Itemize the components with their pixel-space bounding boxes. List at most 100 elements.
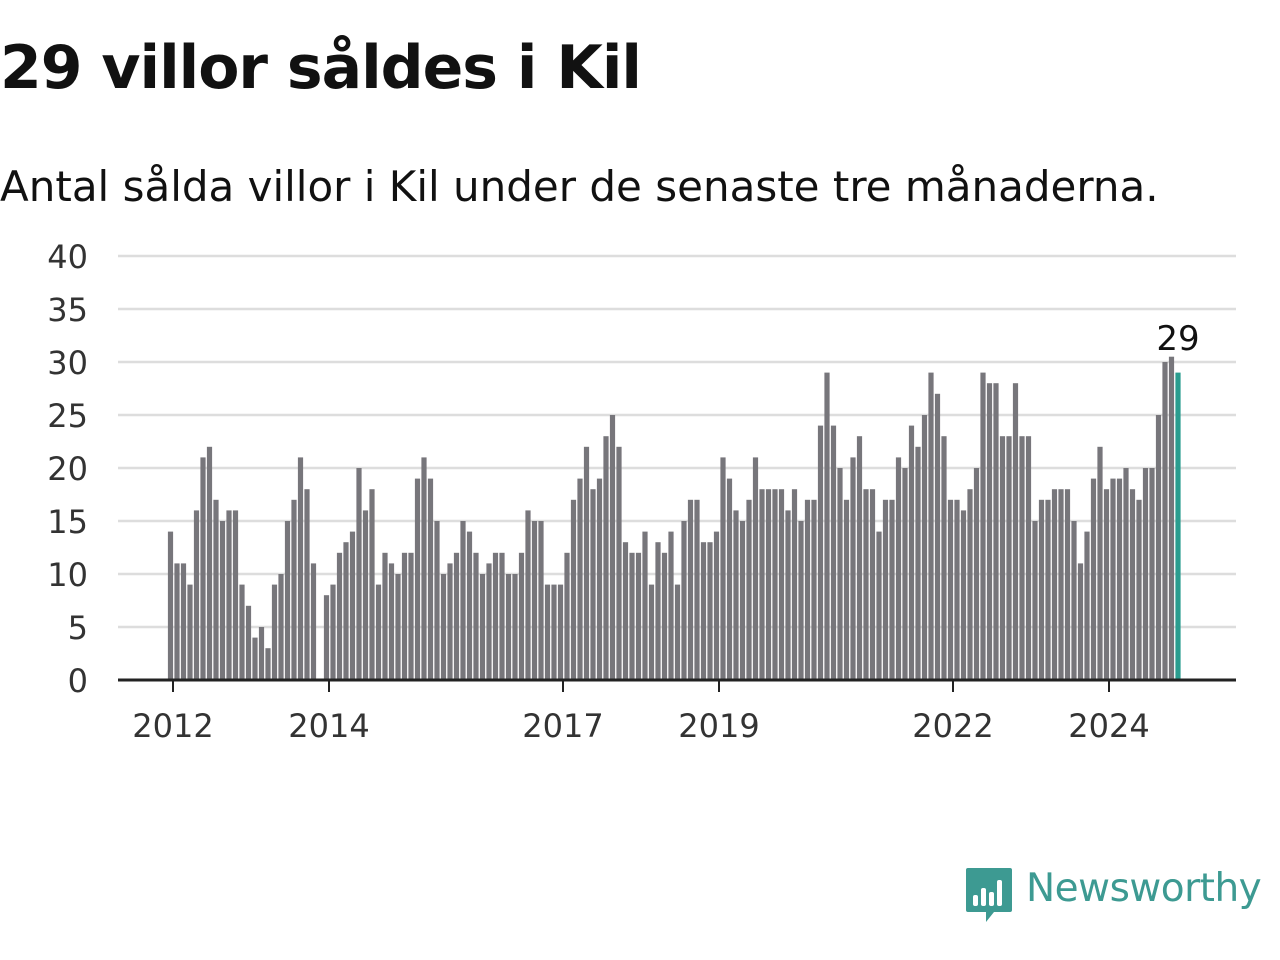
bar bbox=[323, 595, 330, 680]
bar bbox=[369, 489, 375, 680]
y-axis-ticks: 0 5 10 15 20 25 30 35 40 bbox=[47, 238, 88, 700]
bar bbox=[934, 393, 941, 680]
bar bbox=[876, 531, 882, 680]
bar bbox=[928, 372, 934, 680]
bar bbox=[1064, 489, 1071, 680]
x-tick-label: 2014 bbox=[288, 707, 369, 745]
bar bbox=[252, 637, 258, 680]
bar bbox=[1006, 436, 1012, 680]
bar bbox=[473, 552, 479, 680]
bar bbox=[889, 499, 895, 680]
bar bbox=[1116, 478, 1123, 680]
bar bbox=[499, 552, 505, 680]
bar bbox=[245, 605, 252, 680]
bar bbox=[694, 499, 700, 680]
bar bbox=[1155, 415, 1162, 680]
bar bbox=[187, 584, 193, 680]
bar bbox=[843, 499, 850, 680]
bar bbox=[278, 574, 284, 680]
bar bbox=[382, 552, 388, 680]
bar bbox=[902, 468, 908, 680]
bar bbox=[388, 563, 395, 680]
data-labels: 29 bbox=[1156, 319, 1199, 359]
y-tick-label: 40 bbox=[47, 238, 88, 276]
bar bbox=[681, 521, 687, 680]
bar bbox=[980, 372, 986, 680]
bar bbox=[1084, 531, 1090, 680]
bar bbox=[421, 457, 427, 680]
bar bbox=[1097, 446, 1103, 680]
y-tick-label: 25 bbox=[47, 397, 88, 435]
bar bbox=[817, 425, 824, 680]
bar bbox=[447, 563, 453, 680]
bar bbox=[206, 446, 213, 680]
bar bbox=[954, 499, 960, 680]
bar bbox=[1038, 499, 1045, 680]
bar bbox=[310, 563, 317, 680]
bar bbox=[395, 574, 401, 680]
bar bbox=[759, 489, 765, 680]
bar bbox=[466, 531, 473, 680]
bar bbox=[1071, 521, 1077, 680]
bar bbox=[180, 563, 187, 680]
bar bbox=[297, 457, 304, 680]
bar bbox=[375, 584, 382, 680]
bar bbox=[726, 478, 733, 680]
chart-title: 29 villor såldes i Kil bbox=[0, 33, 642, 103]
bar bbox=[570, 499, 577, 680]
bar bbox=[174, 563, 180, 680]
bar bbox=[603, 436, 609, 680]
bar bbox=[629, 552, 635, 680]
bar-chart: 0 5 10 15 20 25 30 35 40 2012 2014 2017 2019 2022 202… bbox=[47, 238, 1236, 745]
bar bbox=[960, 510, 967, 680]
bar bbox=[993, 383, 999, 680]
bar bbox=[291, 499, 297, 680]
bar bbox=[882, 499, 889, 680]
highlight-value-label: 29 bbox=[1156, 319, 1199, 359]
x-tick-label: 2022 bbox=[912, 707, 993, 745]
bar bbox=[434, 521, 440, 680]
brand-name: Newsworthy bbox=[1026, 866, 1262, 911]
bar bbox=[343, 542, 349, 680]
bar bbox=[947, 499, 954, 680]
bar bbox=[1058, 489, 1064, 680]
bar bbox=[408, 552, 414, 680]
bar bbox=[811, 499, 817, 680]
bar bbox=[713, 531, 720, 680]
bar bbox=[1149, 468, 1155, 680]
bar bbox=[596, 478, 603, 680]
bar bbox=[427, 478, 434, 680]
y-tick-label: 20 bbox=[47, 450, 88, 488]
bar bbox=[778, 489, 785, 680]
bar bbox=[1090, 478, 1097, 680]
bar bbox=[440, 574, 447, 680]
y-tick-label: 5 bbox=[68, 609, 88, 647]
bar bbox=[830, 425, 837, 680]
bar bbox=[577, 478, 583, 680]
bar bbox=[1012, 383, 1019, 680]
bar bbox=[687, 499, 694, 680]
bar bbox=[505, 574, 512, 680]
bar bbox=[798, 521, 804, 680]
gridlines bbox=[118, 254, 1236, 629]
bar bbox=[1051, 489, 1058, 680]
bar bbox=[863, 489, 869, 680]
bar bbox=[193, 510, 200, 680]
bar bbox=[772, 489, 778, 680]
bar bbox=[921, 415, 928, 680]
x-axis: 2012 2014 2017 2019 2022 2024 bbox=[118, 678, 1236, 745]
bar bbox=[219, 521, 226, 680]
bar bbox=[336, 552, 343, 680]
bar bbox=[583, 446, 590, 680]
bar bbox=[752, 457, 759, 680]
bar bbox=[739, 521, 746, 680]
bar bbox=[525, 510, 531, 680]
bar bbox=[518, 552, 525, 680]
y-tick-label: 0 bbox=[68, 662, 88, 700]
bar bbox=[700, 542, 707, 680]
bar bbox=[1025, 436, 1032, 680]
bar bbox=[258, 627, 265, 680]
bar bbox=[531, 521, 538, 680]
bar bbox=[551, 584, 557, 680]
bar bbox=[622, 542, 629, 680]
